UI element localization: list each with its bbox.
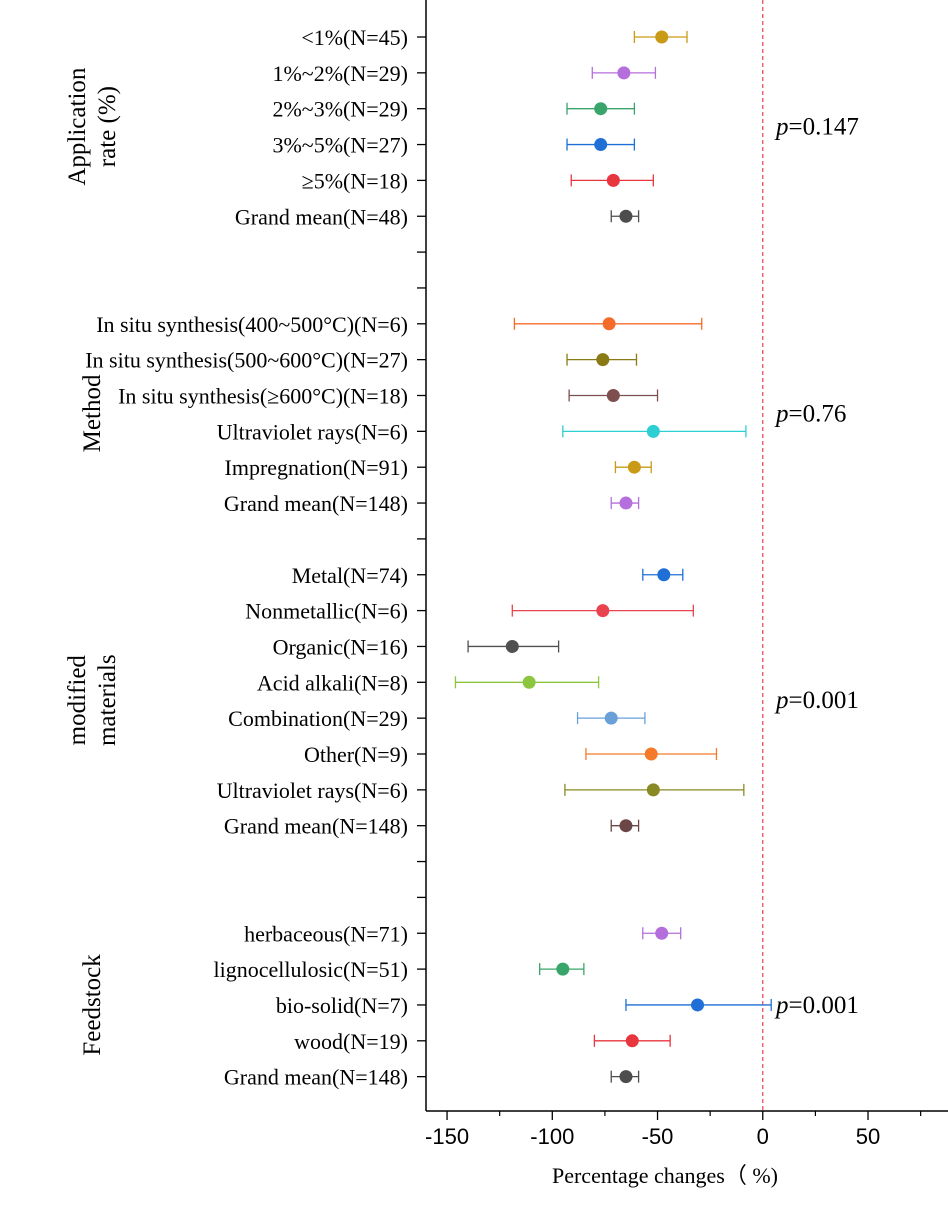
category-label: Combination(N=29) xyxy=(228,706,408,731)
p-value-label: p=0.76 xyxy=(774,400,846,427)
category-label: lignocellulosic(N=51) xyxy=(214,957,408,982)
category-label: Grand mean(N=48) xyxy=(235,204,408,229)
group-label-line: Application xyxy=(64,67,91,186)
category-label: Other(N=9) xyxy=(304,742,408,767)
category-label: wood(N=19) xyxy=(294,1029,408,1054)
group-label: Method xyxy=(79,374,106,452)
mean-point xyxy=(594,138,608,152)
mean-point xyxy=(657,568,671,582)
x-tick-label: -150 xyxy=(425,1124,469,1149)
x-tick-label: 0 xyxy=(757,1124,769,1149)
category-label: In situ synthesis(500~600°C)(N=27) xyxy=(85,348,408,373)
mean-point xyxy=(644,747,658,761)
mean-point xyxy=(606,389,620,402)
mean-point xyxy=(691,998,705,1012)
group-label-line: Method xyxy=(79,374,106,452)
x-axis-title: Percentage changes（ %) xyxy=(552,1163,778,1188)
mean-point xyxy=(655,30,669,44)
mean-point xyxy=(596,604,610,618)
category-label: Nonmetallic(N=6) xyxy=(245,599,408,624)
group-label: Application rate (%) xyxy=(64,67,121,186)
mean-point xyxy=(619,209,633,223)
group-label-line: materials xyxy=(94,654,121,746)
mean-point xyxy=(619,1070,633,1084)
mean-point xyxy=(619,496,633,510)
category-label: Grand mean(N=148) xyxy=(224,1065,408,1090)
p-value: =0.001 xyxy=(789,687,859,714)
mean-point xyxy=(619,819,633,833)
category-label: bio-solid(N=7) xyxy=(276,993,408,1018)
category-label: Acid alkali(N=8) xyxy=(257,670,408,695)
p-value: =0.001 xyxy=(789,992,859,1019)
p-value-label: p=0.001 xyxy=(774,992,859,1019)
p-symbol: p xyxy=(774,114,789,141)
category-label: 2%~3%(N=29) xyxy=(272,97,408,122)
x-tick-label: -100 xyxy=(530,1124,574,1149)
category-label: Ultraviolet rays(N=6) xyxy=(217,778,408,803)
group-label-line: modified xyxy=(64,655,91,746)
mean-point xyxy=(617,66,631,80)
p-value: =0.76 xyxy=(789,400,847,427)
category-label: herbaceous(N=71) xyxy=(244,921,408,946)
category-label: In situ synthesis(400~500°C)(N=6) xyxy=(96,312,408,337)
group-label-line: rate (%) xyxy=(94,86,121,167)
p-symbol: p xyxy=(774,400,789,427)
category-label: Organic(N=16) xyxy=(273,634,408,659)
mean-point xyxy=(594,102,608,116)
category-label: <1%(N=45) xyxy=(301,25,408,50)
p-value-label: p=0.001 xyxy=(774,687,859,714)
p-value: =0.147 xyxy=(789,114,859,141)
group-label: Feedstock xyxy=(79,954,106,1056)
category-label: Grand mean(N=148) xyxy=(224,491,408,516)
mean-point xyxy=(522,675,536,689)
category-label: 1%~2%(N=29) xyxy=(272,61,408,86)
p-symbol: p xyxy=(774,992,789,1019)
mean-point xyxy=(602,317,616,331)
mean-point xyxy=(606,173,620,187)
category-label: Impregnation(N=91) xyxy=(225,455,408,480)
category-label: ≥5%(N=18) xyxy=(302,168,408,193)
mean-point xyxy=(556,962,570,976)
mean-point xyxy=(627,460,641,474)
mean-point xyxy=(646,783,660,797)
mean-point xyxy=(596,353,610,367)
x-tick-label: 50 xyxy=(856,1124,880,1149)
mean-point xyxy=(604,711,618,725)
mean-point xyxy=(655,926,669,940)
category-label: Metal(N=74) xyxy=(292,563,408,588)
category-label: 3%~5%(N=27) xyxy=(272,133,408,158)
group-label-line: Feedstock xyxy=(79,954,106,1056)
p-symbol: p xyxy=(774,687,789,714)
p-value-label: p=0.147 xyxy=(774,114,859,141)
group-label: modified materials xyxy=(64,654,121,746)
mean-point xyxy=(625,1034,639,1048)
mean-point xyxy=(646,424,660,438)
category-label: Grand mean(N=148) xyxy=(224,814,408,839)
mean-point xyxy=(505,639,519,653)
category-label: Ultraviolet rays(N=6) xyxy=(217,419,408,444)
category-label: In situ synthesis(≥600°C)(N=18) xyxy=(118,384,408,409)
x-tick-label: -50 xyxy=(642,1124,674,1149)
